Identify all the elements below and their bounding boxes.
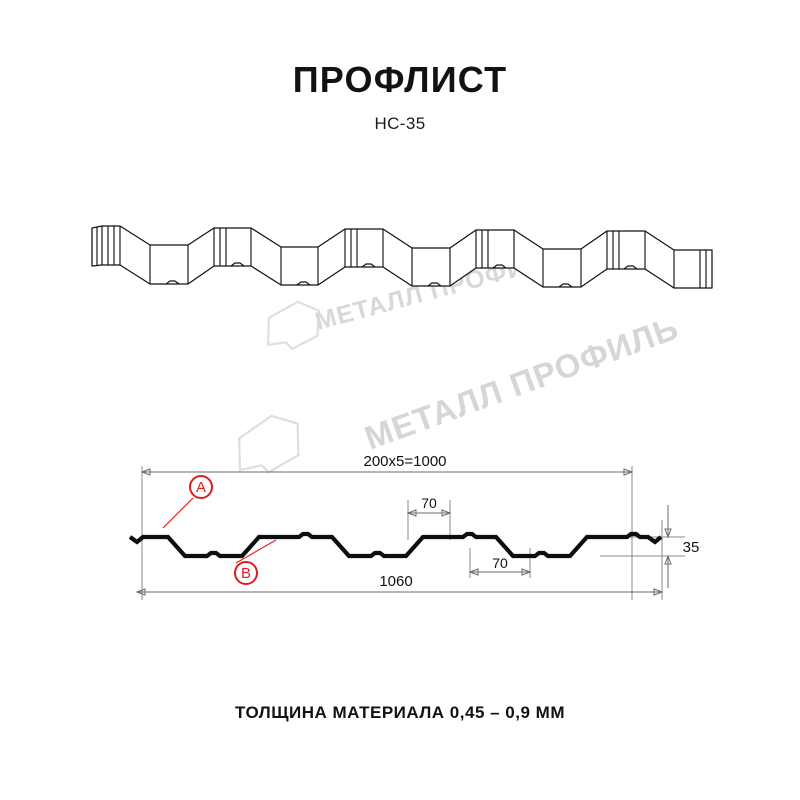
dimension-pitch-total: 200x5=1000 [140,453,634,476]
iso-fold-lines [119,226,707,288]
dimension-overall-width: 1060 [135,573,664,596]
dimension-pitch-total-label: 200x5=1000 [364,453,447,470]
dimension-overall-width-label: 1060 [379,573,412,590]
callout-a-label: A [196,479,206,496]
page-subtitle: НС-35 [374,114,426,133]
callout-a: A [162,475,213,529]
dimension-bottom-flange: 70 [468,555,532,576]
isometric-profile-sheet-view [91,225,713,289]
extension-lines [141,466,685,600]
callout-b: B [234,539,277,585]
callout-b-circle [234,561,258,585]
page-title: ПРОФЛИСТ [292,59,508,100]
profile-outline [128,531,663,559]
dimension-bottom-flange-label: 70 [492,555,508,571]
dimension-top-flange: 70 [406,495,452,517]
watermark-lower: МЕТАЛЛ ПРОФИЛЬ [238,309,684,474]
callout-a-circle [189,475,213,499]
iso-stiffener-ribs [165,262,638,288]
dimension-height: 35 [664,505,700,588]
watermark-lower-text: МЕТАЛЛ ПРОФИЛЬ [360,309,684,457]
title-block: ПРОФЛИСТ НС-35 [0,62,800,134]
material-thickness-note: ТОЛЩИНА МАТЕРИАЛА 0,45 – 0,9 ММ [235,703,565,722]
callout-b-label: B [241,565,251,582]
dimension-top-flange-label: 70 [421,495,437,511]
cross-section-profile-view: 200x5=1000 70 70 35 1 [128,453,700,600]
dimension-height-label: 35 [683,539,700,556]
iso-left-end-folds [96,226,115,265]
